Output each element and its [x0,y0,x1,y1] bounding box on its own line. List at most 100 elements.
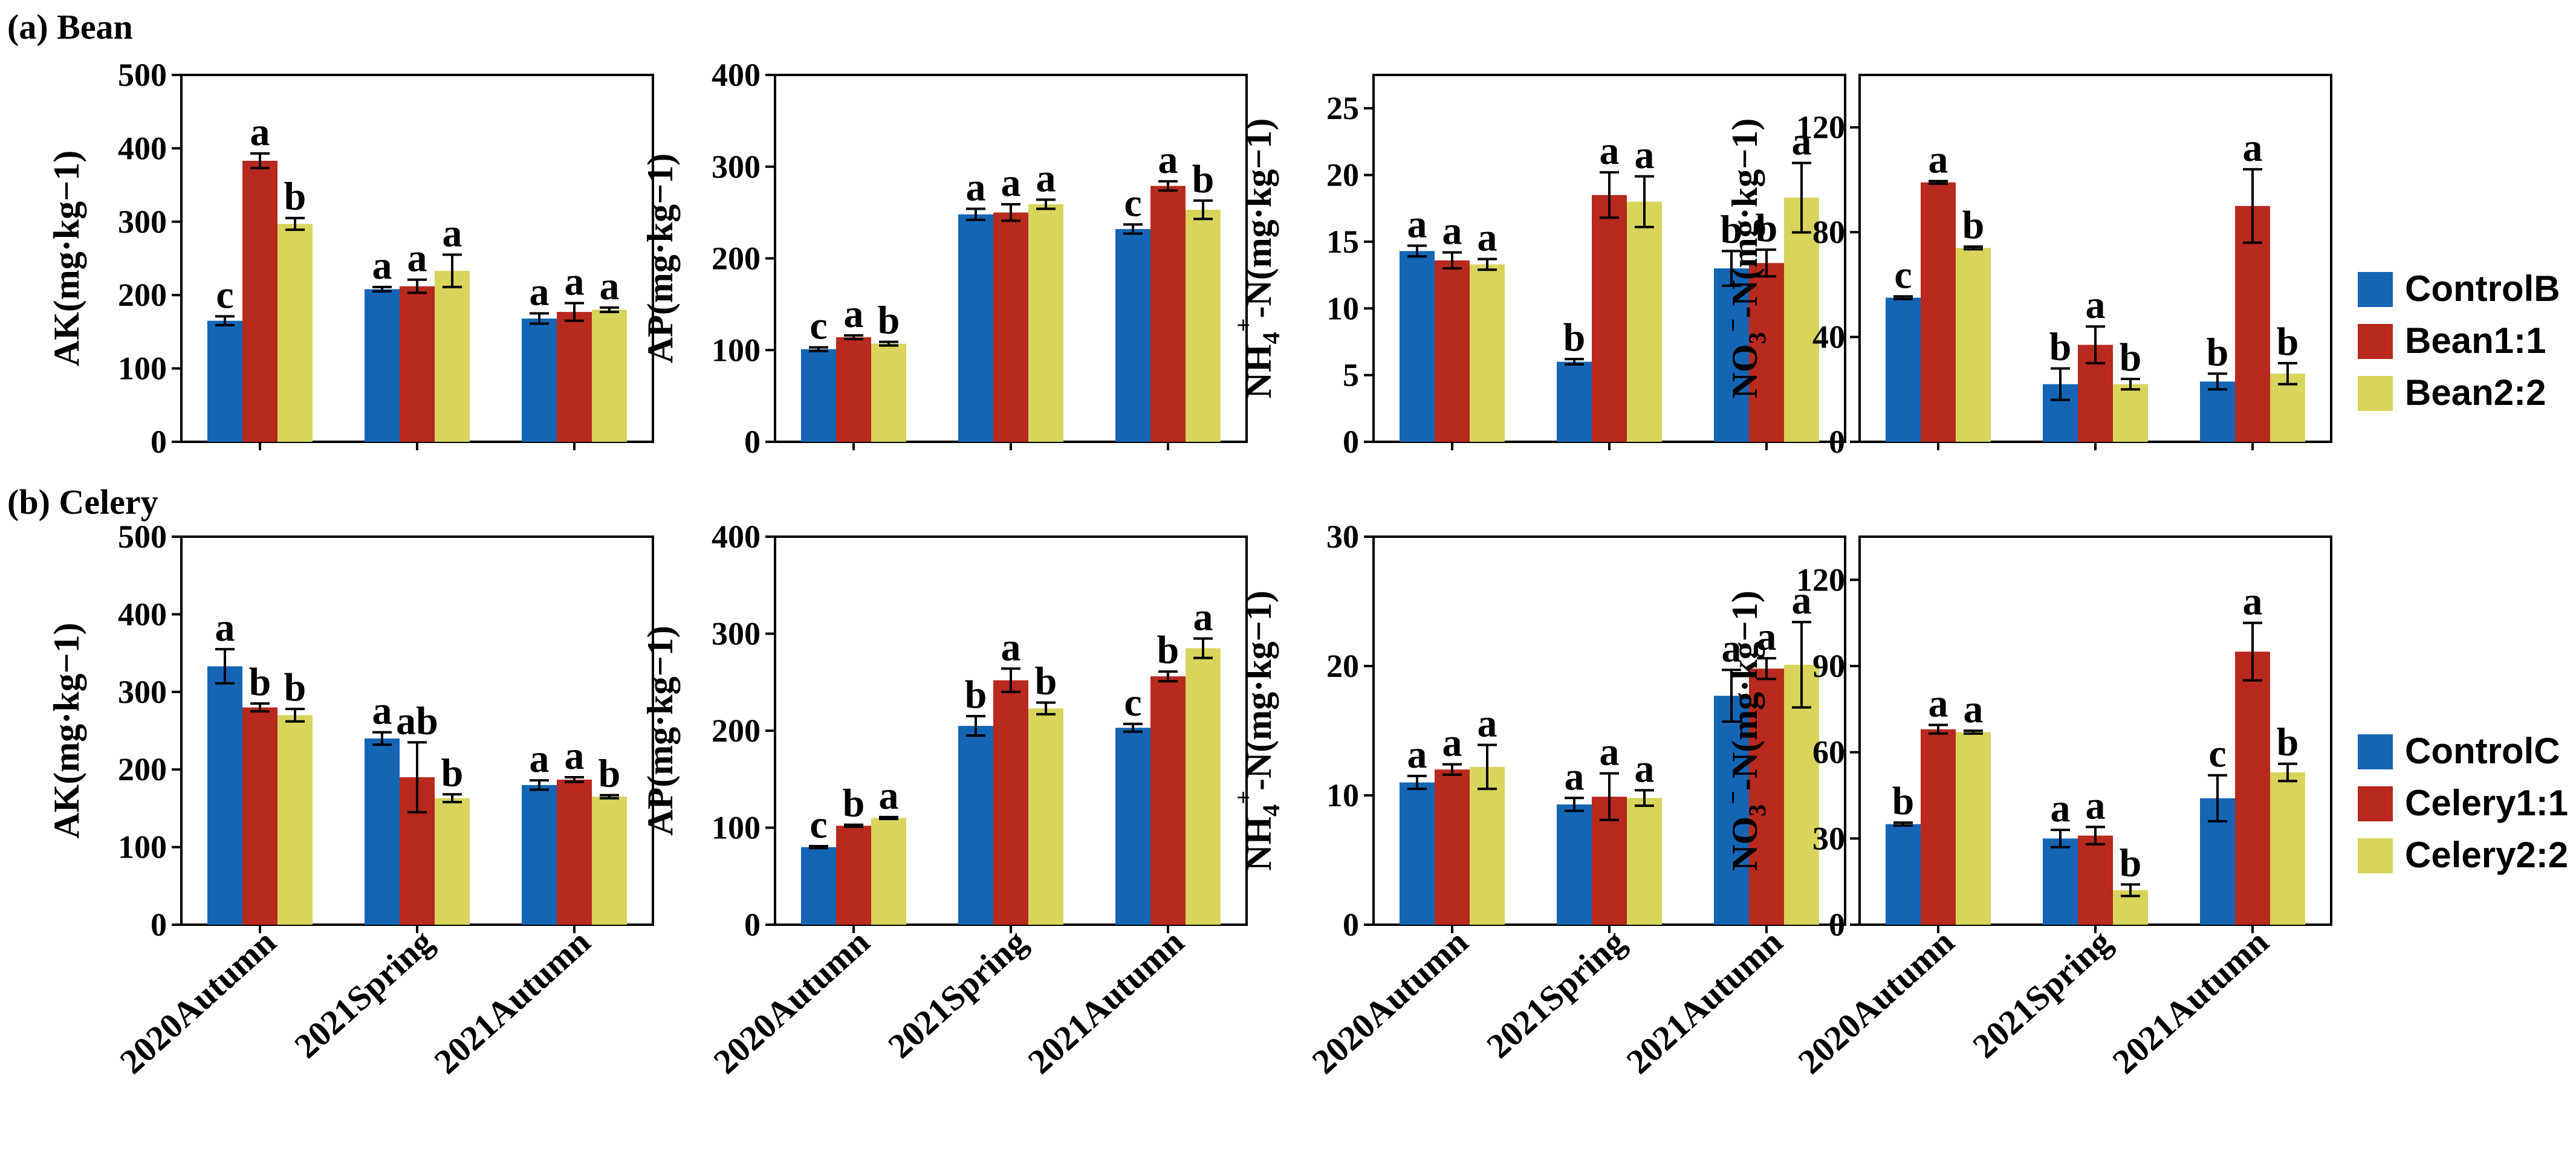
x-category-label: 2021Autumn [1020,922,1192,1081]
significance-letter: a [2086,783,2106,827]
significance-letter: b [1892,779,1915,823]
bar-bean11-2021spring [400,286,435,442]
panel-label-b: (b) Celery [7,482,158,522]
bar-bean11-2020autumn [836,337,871,442]
y-tick-label: 300 [712,616,761,652]
y-tick-label: 0 [1829,907,1845,943]
y-tick-label: 0 [1343,907,1359,943]
y-tick-label: 400 [712,519,761,555]
significance-letter: a [2086,283,2106,327]
bar-controlc-2020autumn [1886,824,1921,925]
y-tick-label: 300 [118,204,167,240]
y-tick-label: 120 [1796,561,1845,598]
significance-letter: a [1722,626,1742,670]
x-category-label: 2020Autumn [706,922,877,1081]
y-tick-label: 30 [1812,820,1845,856]
significance-letter: a [1635,746,1655,791]
y-tick-label: 10 [1326,777,1359,814]
legend-swatch [2358,786,2393,821]
bar-celery22-2020autumn [1956,732,1991,925]
y-tick-label: 400 [712,57,761,93]
bar-controlb-2021autumn [522,319,557,442]
y-tick-label: 0 [744,424,761,460]
significance-letter: a [565,260,585,304]
bar-controlb-2020autumn [801,349,836,442]
y-axis-label: NH4+-N(mg·kg−1) [1230,118,1285,399]
significance-letter: a [1478,216,1497,260]
y-axis-label: AK(mg·kg−1) [47,150,86,367]
bar-bean22-2021autumn [592,309,627,442]
bar-controlb-2021autumn [2200,381,2235,442]
bar-bean22-2021spring [1627,201,1662,442]
significance-letter: a [1407,733,1427,777]
significance-letter: a [1565,754,1585,798]
significance-letter: b [249,660,271,704]
y-tick-label: 10 [1326,290,1359,326]
bar-controlb-2021autumn [1115,228,1150,442]
y-tick-label: 300 [118,674,167,710]
bar-controlb-2020autumn [1400,251,1435,442]
significance-letter: a [600,264,620,308]
bar-bean11-2020autumn [242,161,277,442]
significance-letter: b [284,665,307,710]
significance-letter: a [1193,595,1213,639]
bar-celery11-2021autumn [2235,652,2270,925]
bar-controlb-2021autumn [1714,268,1749,442]
bar-celery22-2021autumn [592,797,627,925]
bar-celery11-2020autumn [836,826,871,925]
significance-letter: a [372,689,392,733]
significance-letter: b [2120,841,2142,885]
legend-label: ControlB [2405,268,2560,309]
legend-celery: ControlC Celery1:1 Celery2:2 [2358,731,2568,875]
y-tick-label: 90 [1812,648,1845,684]
y-tick-label: 400 [118,130,167,166]
significance-letter: c [809,803,827,847]
significance-letter: a [1001,161,1021,205]
significance-letter: a [844,292,864,336]
significance-letter: a [530,737,550,781]
significance-letter: ab [396,699,438,743]
significance-letter: a [1757,615,1777,659]
significance-letter: b [284,175,307,219]
y-tick-label: 0 [151,907,167,943]
significance-letter: b [1962,203,1985,247]
x-category-label: 2021Spring [287,922,440,1066]
x-category-label: 2021Autumn [1619,922,1790,1081]
significance-letter: c [809,304,827,348]
significance-letter: a [2051,786,2071,830]
bar-bean11-2020autumn [1921,182,1956,442]
y-tick-label: 60 [1812,734,1845,771]
bar-celery22-2021spring [435,798,470,925]
y-tick-label: 5 [1343,357,1359,393]
x-category-label: 2021Spring [880,922,1034,1066]
significance-letter: a [1600,730,1620,774]
bar-bean22-2020autumn [1956,248,1991,442]
significance-letter: a [2243,126,2263,170]
x-category-label: 2020Autumn [1305,922,1476,1081]
y-tick-label: 40 [1812,319,1845,355]
bar-controlb-2020autumn [207,320,242,442]
significance-letter: a [250,110,270,154]
bar-celery11-2021autumn [557,779,592,925]
bar-celery11-2020autumn [1435,769,1470,925]
bar-controlc-2020autumn [801,847,836,925]
x-category-label: 2021Spring [1479,922,1632,1066]
significance-letter: c [1894,253,1912,297]
bar-celery11-2020autumn [1921,729,1956,925]
y-axis-label: NH4+-N(mg·kg−1) [1230,590,1285,871]
y-tick-label: 500 [118,57,167,93]
significance-letter: c [1124,181,1141,225]
significance-letter: b [2049,325,2072,369]
bar-controlc-2020autumn [207,666,242,925]
significance-letter: b [2207,330,2229,374]
significance-letter: a [407,236,427,280]
significance-letter: b [1756,206,1778,250]
bar-bean11-2021autumn [2235,205,2270,442]
bar-bean22-2021autumn [1784,198,1819,442]
legend-label: Bean2:2 [2405,372,2546,413]
